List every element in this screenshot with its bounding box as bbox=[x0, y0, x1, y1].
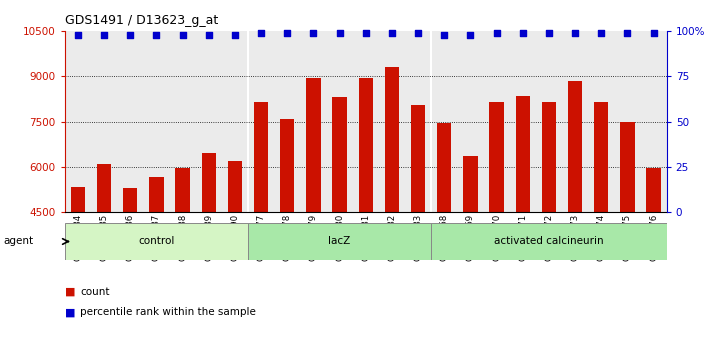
Text: lacZ: lacZ bbox=[329, 237, 351, 246]
FancyBboxPatch shape bbox=[248, 223, 431, 260]
Bar bbox=[175, 168, 190, 345]
Bar bbox=[620, 121, 634, 345]
Bar bbox=[149, 177, 163, 345]
Point bbox=[334, 30, 345, 36]
Text: control: control bbox=[138, 237, 175, 246]
Bar bbox=[306, 78, 320, 345]
Point bbox=[308, 30, 319, 36]
Point bbox=[386, 30, 398, 36]
Point bbox=[230, 32, 241, 38]
Point bbox=[439, 32, 450, 38]
Bar bbox=[568, 81, 582, 345]
Point bbox=[125, 32, 136, 38]
Point bbox=[596, 30, 607, 36]
Bar bbox=[332, 97, 347, 345]
Point bbox=[203, 32, 214, 38]
Point bbox=[177, 32, 188, 38]
Bar bbox=[384, 67, 399, 345]
Point bbox=[491, 30, 502, 36]
Bar bbox=[515, 96, 530, 345]
Bar bbox=[280, 119, 294, 345]
Point bbox=[465, 32, 476, 38]
Bar bbox=[70, 187, 85, 345]
Text: percentile rank within the sample: percentile rank within the sample bbox=[80, 307, 256, 317]
Text: ■: ■ bbox=[65, 287, 75, 297]
Bar bbox=[463, 156, 477, 345]
Bar bbox=[254, 102, 268, 345]
Bar bbox=[646, 168, 661, 345]
Bar bbox=[358, 78, 373, 345]
Point bbox=[360, 30, 372, 36]
Text: count: count bbox=[80, 287, 110, 297]
Bar bbox=[123, 188, 137, 345]
Point bbox=[543, 30, 555, 36]
Bar bbox=[97, 164, 111, 345]
Bar bbox=[541, 102, 556, 345]
Point bbox=[413, 30, 424, 36]
Point bbox=[622, 30, 633, 36]
Text: ■: ■ bbox=[65, 307, 75, 317]
Point bbox=[151, 32, 162, 38]
Bar bbox=[489, 102, 504, 345]
Point bbox=[99, 32, 110, 38]
FancyBboxPatch shape bbox=[431, 223, 667, 260]
Point bbox=[256, 30, 267, 36]
Point bbox=[517, 30, 529, 36]
Text: GDS1491 / D13623_g_at: GDS1491 / D13623_g_at bbox=[65, 14, 218, 27]
FancyBboxPatch shape bbox=[65, 223, 248, 260]
Bar bbox=[201, 153, 216, 345]
Point bbox=[570, 30, 581, 36]
Point bbox=[648, 30, 659, 36]
Bar bbox=[227, 161, 242, 345]
Text: agent: agent bbox=[4, 237, 34, 246]
Bar bbox=[594, 102, 608, 345]
Bar bbox=[411, 105, 425, 345]
Bar bbox=[437, 123, 451, 345]
Text: activated calcineurin: activated calcineurin bbox=[494, 237, 604, 246]
Point bbox=[73, 32, 84, 38]
Point bbox=[282, 30, 293, 36]
